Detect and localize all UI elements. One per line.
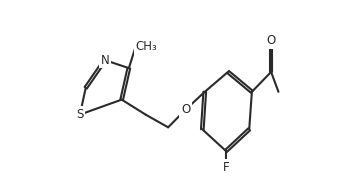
- Text: O: O: [181, 103, 190, 116]
- Text: CH₃: CH₃: [136, 40, 158, 53]
- Text: O: O: [266, 34, 276, 47]
- Text: N: N: [101, 54, 109, 67]
- Text: F: F: [223, 161, 229, 174]
- Text: S: S: [76, 108, 84, 121]
